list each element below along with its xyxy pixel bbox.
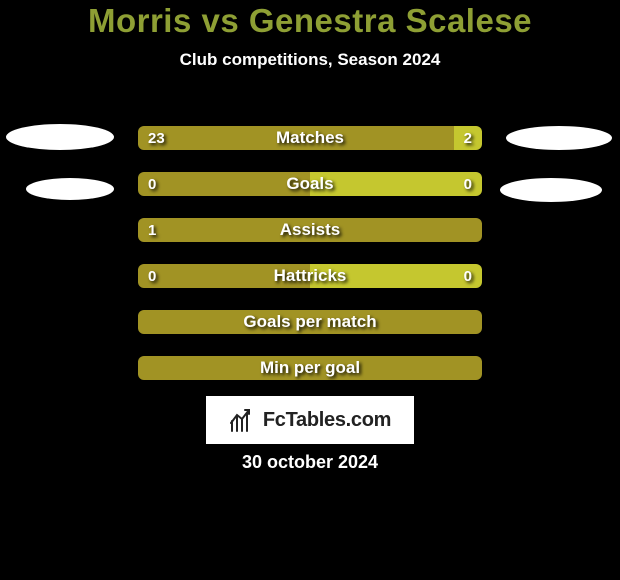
stat-bar-right-value: 0 bbox=[464, 264, 472, 288]
subtitle: Club competitions, Season 2024 bbox=[0, 50, 620, 70]
stat-bar-right-value: 2 bbox=[464, 126, 472, 150]
stat-bar-right-value: 0 bbox=[464, 172, 472, 196]
stat-bar-left-value: 0 bbox=[148, 172, 156, 196]
stat-bar-left-value: 1 bbox=[148, 218, 156, 242]
stat-bar-left-value: 0 bbox=[148, 264, 156, 288]
club-right-crest-placeholder bbox=[500, 178, 602, 202]
stat-bar-label: Min per goal bbox=[138, 356, 482, 380]
player-left-avatar-placeholder bbox=[6, 124, 114, 150]
stat-bar: Assists1 bbox=[138, 218, 482, 242]
stat-bar: Goals0 0 bbox=[138, 172, 482, 196]
fctables-badge: FcTables.com bbox=[206, 396, 414, 444]
page-title: Morris vs Genestra Scalese bbox=[0, 0, 620, 40]
fctables-logo-icon bbox=[229, 407, 259, 433]
stat-bar: Goals per match bbox=[138, 310, 482, 334]
stat-bar: Min per goal bbox=[138, 356, 482, 380]
stat-bars-region: Matches232Goals00Assists1Hattricks00Goal… bbox=[138, 126, 482, 402]
stat-bar-label: Assists bbox=[138, 218, 482, 242]
stat-bar: Matches23 2 bbox=[138, 126, 482, 150]
stat-bar-left-value: 23 bbox=[148, 126, 165, 150]
fctables-badge-text: FcTables.com bbox=[263, 409, 391, 432]
stat-bar: Hattricks0 0 bbox=[138, 264, 482, 288]
stat-bar-label: Matches bbox=[138, 126, 482, 150]
stat-bar-label: Goals per match bbox=[138, 310, 482, 334]
comparison-infographic: Morris vs Genestra Scalese Club competit… bbox=[0, 0, 620, 580]
stat-bar-label: Hattricks bbox=[138, 264, 482, 288]
player-right-avatar-placeholder bbox=[506, 126, 612, 150]
infographic-date: 30 october 2024 bbox=[0, 452, 620, 473]
club-left-crest-placeholder bbox=[26, 178, 114, 200]
stat-bar-label: Goals bbox=[138, 172, 482, 196]
